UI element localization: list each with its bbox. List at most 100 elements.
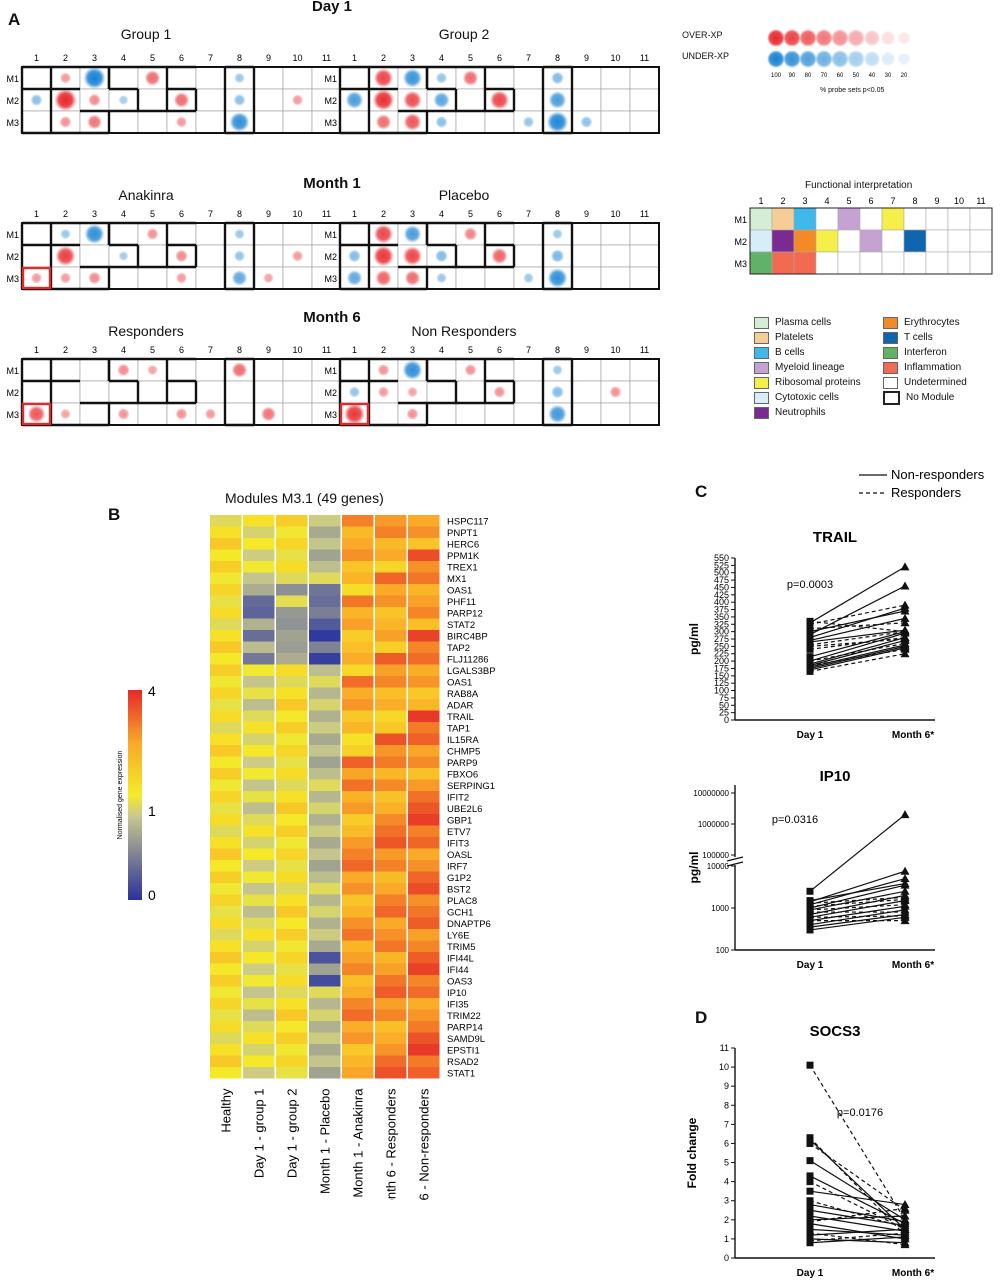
col-label-2: 2 [63,53,68,63]
expression-dot-up [489,90,510,110]
legend-nonresponders: Non-responders [891,467,985,482]
heatmap-cell [342,791,374,803]
gene-label: FLJ11286 [447,655,489,666]
col-label-10: 10 [610,209,620,219]
heatmap-cell [243,952,275,964]
col-label-1: 1 [34,345,39,355]
grid-cell [484,222,515,246]
heatmap-cell [342,618,374,630]
col-label-7: 7 [208,209,213,219]
heatmap-cell [375,837,407,849]
grid-cell [484,66,515,90]
y-tick-label: 325 [714,619,729,629]
heatmap-cell [309,710,341,722]
legend-swatch [883,361,898,374]
gene-label: RSAD2 [447,1057,479,1068]
heatmap-cell [408,1021,440,1033]
y-tick-label: 10 [719,1062,729,1072]
row-label-M1: M1 [324,366,337,376]
month6-point [900,874,910,883]
x-tick-label: Day 1 [797,960,824,970]
heatmap-cell [276,825,308,837]
heatmap-cell [342,699,374,711]
expression-dot-down [433,91,450,109]
grid-cell [600,88,631,112]
pair-line [809,814,906,892]
heatmap-cell [342,975,374,987]
col-label-8: 8 [237,345,242,355]
expression-dot-down [552,364,563,376]
legend-swatch [754,376,769,389]
col-label-5: 5 [150,345,155,355]
gene-label: UBE2L6 [447,804,482,815]
row-label-M1: M1 [6,366,19,376]
expression-dot-up [87,114,102,130]
condition-label: Day 1 - group 1 [252,1089,267,1179]
expression-dot-up [144,70,161,86]
expression-dot-up [59,72,72,84]
gene-label: TREX1 [447,563,478,574]
grid-cell [484,358,515,382]
legend-swatch [754,361,769,374]
expression-dot-down [234,228,245,240]
legend-item: Myeloid lineage [754,360,884,375]
heatmap-cell [342,676,374,688]
month6-point [900,633,910,642]
heatmap-cell [309,664,341,676]
heatmap-cell [375,653,407,665]
axis-break-gap [728,857,742,865]
heatmap-cell [243,607,275,619]
gene-label: SERPING1 [447,781,495,792]
func-cell [969,251,993,275]
heatmap-cell [342,814,374,826]
heatmap-cell [309,561,341,573]
heatmap-cell [276,641,308,653]
legend-swatch [754,346,769,359]
expression-dot-up [493,385,506,399]
heatmap-cell [276,779,308,791]
func-row-label: M3 [734,259,747,269]
heatmap-cell [408,975,440,987]
heatmap-cell [243,745,275,757]
col-label-3: 3 [410,209,415,219]
heatmap-cell [375,710,407,722]
highlight-box [21,402,52,426]
col-label-8: 8 [237,209,242,219]
day1-point [806,662,814,670]
day1-point [806,1212,814,1220]
heatmap-cell [309,848,341,860]
legend-dot-over [897,31,910,45]
expression-dot-down [30,93,43,107]
heatmap-cell [210,940,242,952]
func-row-label: M1 [734,215,747,225]
grid-cell [339,110,370,134]
heatmap-cell [375,1067,407,1079]
heatmap-cell [210,722,242,734]
col-label-5: 5 [468,53,473,63]
gene-label: IFI44L [447,954,474,965]
heatmap-cell [276,515,308,527]
heatmap-cell [309,595,341,607]
day1-point [806,917,814,925]
grid-cell [571,222,602,246]
heatmap-cell [276,1021,308,1033]
grid-cell [21,244,52,268]
heatmap-cell [375,791,407,803]
heatmap-cell [375,549,407,561]
expression-dot-up [375,269,392,287]
heatmap-cell [375,986,407,998]
heatmap-cell [375,733,407,745]
grid-cell [79,402,110,426]
month6-point [900,638,910,647]
gene-label: IRF7 [447,862,468,873]
legend-item: Interferon [883,345,1003,360]
expression-dot-up [291,250,304,262]
axis-break-mark [726,856,744,862]
heatmap-cell [375,940,407,952]
pair-line [809,878,906,906]
func-col-label: 2 [780,196,785,206]
pair-line [809,1200,906,1229]
colorbar-tick: 4 [148,683,156,699]
expression-dot-up [88,271,101,285]
y-tick-label: 50 [719,700,729,710]
